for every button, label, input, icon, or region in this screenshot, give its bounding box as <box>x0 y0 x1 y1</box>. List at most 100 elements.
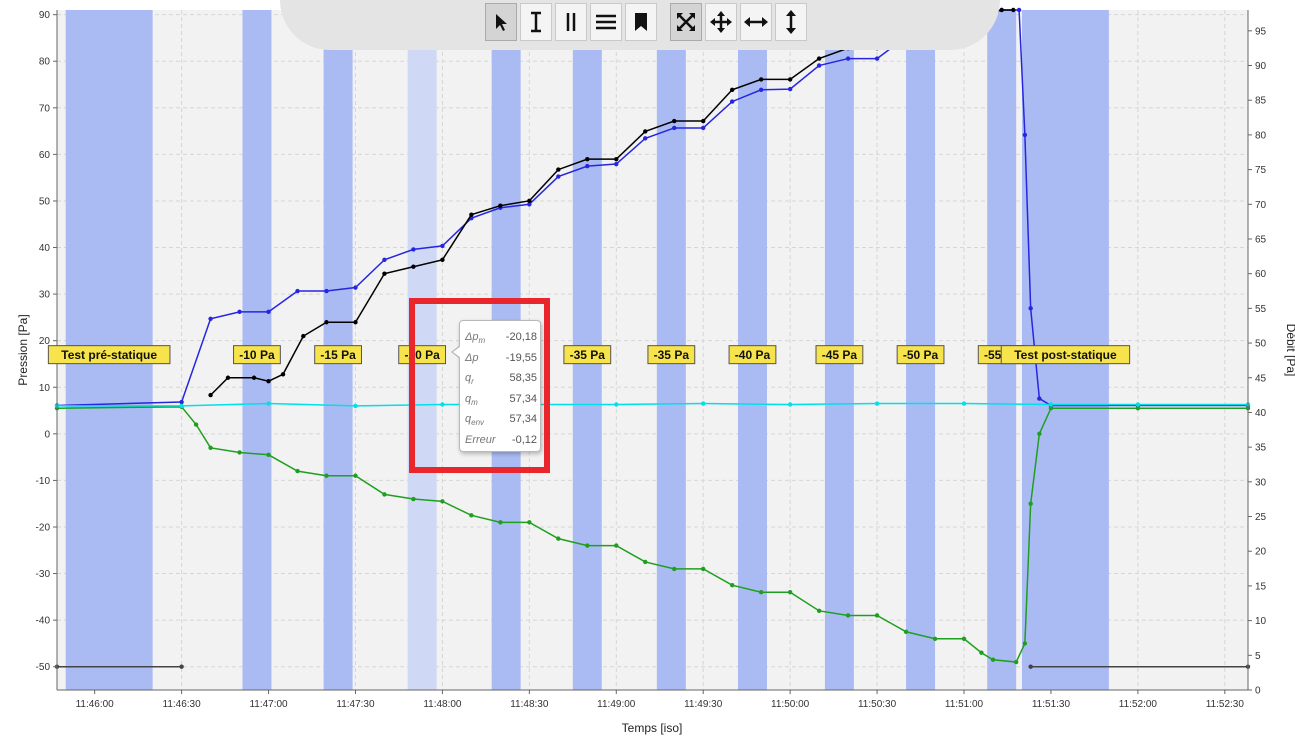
data-point <box>411 264 416 269</box>
y2-tick-label: 65 <box>1255 234 1267 245</box>
double-bar-icon <box>566 13 576 31</box>
data-point <box>758 77 764 82</box>
data-point <box>874 56 880 61</box>
data-point <box>614 156 619 162</box>
data-point <box>701 118 706 124</box>
y-tick-label: 90 <box>39 10 51 21</box>
x-tick-label: 11:52:30 <box>1206 699 1245 710</box>
data-point <box>845 613 851 618</box>
axes: 11:46:00 11:46:30 11:47:00 11:47:30 11:48:00… <box>36 10 1267 710</box>
tooltip-row: Δp -19,55 <box>465 350 537 368</box>
data-point <box>787 402 793 407</box>
data-point <box>1037 396 1042 401</box>
data-point <box>324 473 329 478</box>
y2-tick-label: 0 <box>1255 686 1261 697</box>
x-tick-label: 11:47:30 <box>336 699 375 710</box>
data-point <box>999 7 1004 13</box>
data-point <box>280 372 286 377</box>
y2-tick-label: 70 <box>1255 200 1267 211</box>
data-point <box>1037 431 1042 437</box>
tooltip-value: 57,34 <box>509 392 537 405</box>
band-label-text: -45 Pa <box>822 348 858 362</box>
data-point <box>1011 7 1016 13</box>
data-point <box>295 288 300 294</box>
band-label: -40 Pa <box>728 345 777 365</box>
data-point <box>266 309 271 315</box>
data-point <box>874 401 880 406</box>
text-cursor-button[interactable] <box>520 3 552 41</box>
data-point <box>672 118 677 124</box>
tooltip-key: qm <box>465 392 478 407</box>
y2-tick-label: 95 <box>1255 26 1267 37</box>
data-point <box>643 136 648 141</box>
band-label-text: -10 Pa <box>239 348 275 362</box>
data-point <box>208 445 213 451</box>
horizontal-arrows-button[interactable] <box>740 3 772 41</box>
data-point <box>251 375 257 380</box>
data-point <box>614 161 619 167</box>
x-tick-label: 11:52:00 <box>1119 699 1158 710</box>
data-point <box>729 87 735 92</box>
band-label-box <box>314 345 362 365</box>
bookmark-button[interactable] <box>625 3 657 41</box>
menu-lines-button[interactable] <box>590 3 622 41</box>
data-point <box>179 399 184 405</box>
data-series <box>54 7 1251 669</box>
data-point <box>614 543 619 548</box>
data-point <box>556 536 561 541</box>
data-point <box>498 520 503 525</box>
data-point <box>1028 664 1033 669</box>
y2-tick-label: 90 <box>1255 61 1267 72</box>
data-point <box>787 86 793 92</box>
data-point <box>295 468 300 474</box>
y-tick-label: -30 <box>36 569 51 580</box>
data-point <box>1028 501 1033 506</box>
y2-tick-label: 35 <box>1255 443 1267 454</box>
band-label-box <box>896 345 945 365</box>
band-label-box <box>728 345 777 365</box>
band-label-box <box>47 345 171 365</box>
cursor-arrow-icon <box>496 14 507 31</box>
tooltip-row: qenv 57,34 <box>465 411 537 429</box>
y-tick-label: 30 <box>39 290 51 301</box>
cursor-arrow-button[interactable] <box>485 3 517 41</box>
data-point <box>353 320 358 325</box>
band-label: -15 Pa <box>314 345 362 365</box>
text-cursor-icon <box>531 11 541 33</box>
tooltip-value: -0,12 <box>511 433 537 446</box>
y2-tick-label: 45 <box>1255 373 1267 384</box>
data-point <box>816 56 822 61</box>
x-tick-label: 11:49:30 <box>684 699 723 710</box>
data-point <box>353 473 358 478</box>
data-point <box>1048 406 1054 411</box>
band-label-text: -15 Pa <box>320 348 356 362</box>
data-point <box>585 163 590 169</box>
pan-move-icon <box>710 11 732 33</box>
data-point <box>469 513 474 518</box>
y-tick-label: 60 <box>39 150 51 161</box>
vertical-arrows-button[interactable] <box>775 3 807 41</box>
band-label: -35 Pa <box>647 345 696 365</box>
tooltip-key: qenv <box>465 413 485 428</box>
band-label-box <box>233 345 281 365</box>
data-point <box>701 566 706 572</box>
data-point <box>585 156 590 162</box>
data-point <box>1028 306 1033 311</box>
data-point <box>701 125 706 131</box>
y2-tick-label: 80 <box>1255 130 1267 141</box>
y2-tick-label: 25 <box>1255 512 1267 523</box>
data-point <box>208 316 213 321</box>
double-bar-button[interactable] <box>555 3 587 41</box>
data-point <box>874 613 880 618</box>
data-point <box>643 129 648 134</box>
data-point <box>266 379 271 384</box>
y2-tick-label: 20 <box>1255 547 1267 558</box>
pan-move-button[interactable] <box>705 3 737 41</box>
tooltip-row: qr 58,35 <box>465 370 537 388</box>
fit-all-button[interactable] <box>670 3 702 41</box>
data-point <box>411 247 416 252</box>
band-label: Test post-statique <box>1000 345 1131 365</box>
y2-tick-label: 50 <box>1255 339 1267 350</box>
x-tick-label: 11:46:30 <box>163 699 202 710</box>
